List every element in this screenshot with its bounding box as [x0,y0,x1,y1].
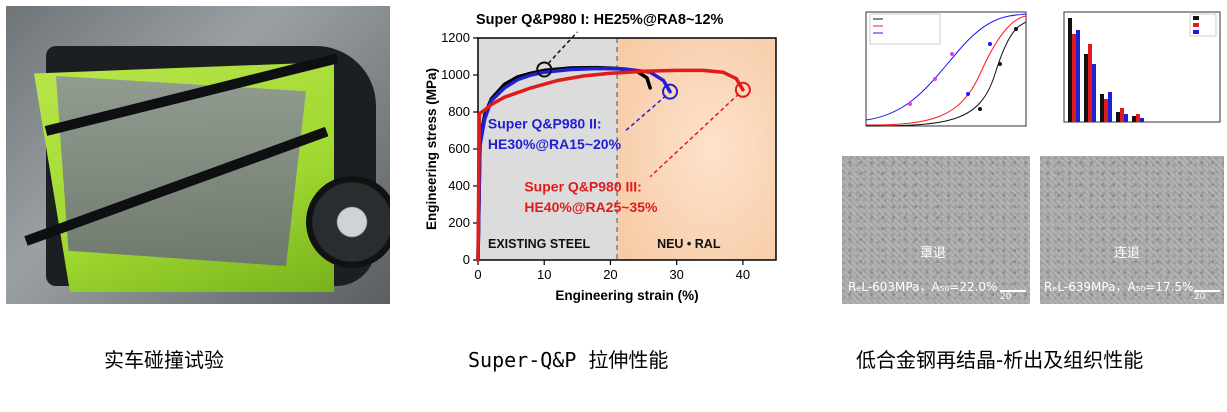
particle-size-histogram [1040,4,1225,144]
scale-bar: 20 μm [1194,290,1220,312]
series-line-3 [476,68,745,262]
annotation-text: Super Q&P980 I: HE25%@RA8~12% [476,12,724,28]
micrograph-properties: RₑL-603MPa，A₅₀=22.0% [848,280,998,294]
y-tick-label: 1200 [441,30,470,45]
crash-test-photo [6,6,390,304]
door-inner-panel [56,76,306,266]
micrograph-label: 罩退 [920,246,947,261]
y-tick-label: 600 [448,141,470,156]
x-tick-label: 40 [736,267,750,282]
caption-crash-test: 实车碰撞试验 [104,348,224,372]
micrograph-properties: RₑL-639MPa，A₅₀=17.5% [1044,280,1194,294]
caption-tensile-performance: Super-Q&P 拉伸性能 [468,348,669,372]
x-tick-label: 0 [474,267,481,282]
annotation-text: HE30%@RA15~20% [488,136,622,152]
y-tick-label: 800 [448,104,470,119]
micrograph-continuous-annealing: 连退 RₑL-639MPa，A₅₀=17.5% 20 μm [1040,156,1224,312]
annotation-arrow [547,31,578,64]
x-tick-label: 10 [537,267,551,282]
y-axis-label: Engineering stress (MPa) [424,68,439,230]
annotation-arrow [649,93,740,178]
caption-recrystallization: 低合金钢再结晶-析出及组织性能 [856,348,1144,372]
fracture-marker [662,83,679,100]
fracture-marker [536,61,553,78]
micrograph-batch-annealing: 罩退 RₑL-603MPa，A₅₀=22.0% 20 μm [842,156,1030,312]
region-label: NEU • RAL [657,237,721,251]
x-tick-label: 30 [669,267,683,282]
annotation-text: HE40%@RA25~35% [524,199,658,215]
x-axis-label: Engineering strain (%) [555,288,698,303]
annotation-text: Super Q&P980 III: [524,179,641,195]
region-label: EXISTING STEEL [488,237,590,251]
annotation-text: Super Q&P980 II: [488,116,602,132]
x-tick-label: 20 [603,267,617,282]
car-wheel [306,176,390,268]
y-tick-label: 200 [448,215,470,230]
recrystallization-fraction-chart [840,4,1030,144]
scale-bar: 20 μm [1000,290,1026,312]
annotation-arrow [623,95,667,133]
y-tick-label: 0 [463,252,470,267]
y-tick-label: 400 [448,178,470,193]
fracture-marker [734,81,751,98]
y-tick-label: 1000 [441,67,470,82]
micrograph-label: 连退 [1114,246,1141,261]
